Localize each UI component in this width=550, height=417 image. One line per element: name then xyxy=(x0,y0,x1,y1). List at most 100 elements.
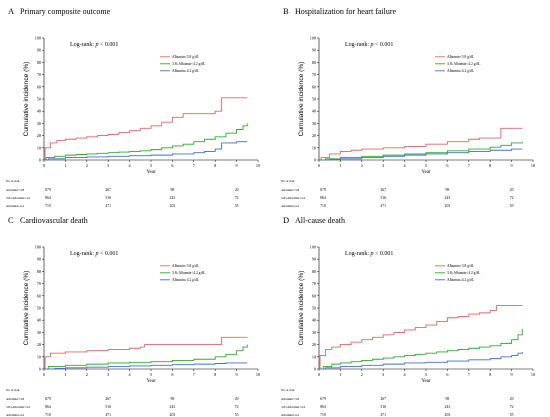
y-axis-label: Cumulative incidence (%) xyxy=(23,62,30,137)
risk-value: 98 xyxy=(171,188,175,192)
risk-value: 55 xyxy=(510,204,514,208)
legend-entry: Albumin<3.8 g/dL xyxy=(447,264,474,268)
risk-value: 267 xyxy=(380,188,386,192)
y-axis-label: Cumulative incidence (%) xyxy=(298,62,305,137)
panel-b: B Hospitalization for heart failure 0 10 20 3… xyxy=(275,0,550,208)
panel-label: D xyxy=(283,215,289,225)
risk-row-label: Albumin<3.8 xyxy=(281,397,300,401)
x-tick-label: 10 xyxy=(531,372,535,377)
panel-c: C Cardiovascular death 0 10 20 30 40 50 60 70 80 90… xyxy=(0,209,275,417)
risk-value: 72 xyxy=(510,405,514,409)
x-tick-label: 6 xyxy=(171,372,173,377)
y-tick-label: 10 xyxy=(312,354,316,359)
x-tick-label: 9 xyxy=(511,372,513,377)
y-tick-label: 100 xyxy=(35,36,41,41)
risk-value: 516 xyxy=(105,196,111,200)
y-tick-label: 30 xyxy=(37,330,41,335)
y-tick-label: 90 xyxy=(312,48,316,53)
x-tick-label: 6 xyxy=(446,372,448,377)
risk-value: 243 xyxy=(445,405,451,409)
risk-value: 72 xyxy=(235,196,239,200)
legend-entry: 3.8≤Albumin<4.2 g/dL xyxy=(172,271,205,275)
y-tick-label: 20 xyxy=(37,342,41,347)
y-tick-label: 40 xyxy=(37,318,41,323)
legend-entry: Albumin<3.8 g/dL xyxy=(447,55,474,59)
y-tick-label: 10 xyxy=(312,145,316,150)
risk-value: 471 xyxy=(105,204,111,208)
y-tick-label: 20 xyxy=(37,133,41,138)
risk-row-label: Albumin<3.8 xyxy=(281,188,300,192)
km-chart: C Cardiovascular death0102030405060708090… xyxy=(6,215,260,417)
risk-value: 267 xyxy=(105,397,111,401)
risk-value: 710 xyxy=(45,204,51,208)
panel-label: B xyxy=(283,6,289,16)
x-tick-label: 9 xyxy=(236,372,238,377)
risk-value: 203 xyxy=(445,204,451,208)
x-tick-label: 4 xyxy=(129,163,132,168)
y-tick-label: 80 xyxy=(37,269,41,274)
risk-row-label: Albumin<3.8 xyxy=(6,397,25,401)
y-axis-label: Cumulative incidence (%) xyxy=(23,271,30,346)
risk-value: 710 xyxy=(45,413,51,417)
y-tick-label: 50 xyxy=(37,97,41,102)
series-line xyxy=(44,336,248,370)
y-tick-label: 20 xyxy=(312,342,316,347)
chart-title: Primary composite outcome xyxy=(20,7,111,16)
x-tick-label: 0 xyxy=(43,372,45,377)
legend-entry: 3.8≤Albumin<4.2 g/dL xyxy=(447,271,480,275)
series-line xyxy=(319,351,523,370)
risk-value: 471 xyxy=(105,413,111,417)
y-tick-label: 30 xyxy=(312,330,316,335)
series-line xyxy=(319,148,523,161)
y-tick-label: 50 xyxy=(37,306,41,311)
risk-value: 471 xyxy=(380,413,386,417)
risk-value: 20 xyxy=(510,397,514,401)
y-tick-label: 100 xyxy=(310,36,316,41)
x-tick-label: 10 xyxy=(256,372,260,377)
logrank-annotation: Log-rank: p < 0.001 xyxy=(345,251,393,257)
risk-row-label: Albumin≥4.2 xyxy=(281,413,299,417)
x-tick-label: 8 xyxy=(489,372,491,377)
x-tick-label: 9 xyxy=(511,163,513,168)
x-axis-label: Year xyxy=(421,170,431,175)
risk-row-label: Albumin<3.8 xyxy=(6,188,25,192)
risk-value: 20 xyxy=(510,188,514,192)
risk-value: 55 xyxy=(235,413,239,417)
series-line xyxy=(44,97,248,161)
y-tick-label: 50 xyxy=(312,306,316,311)
risk-value: 72 xyxy=(235,405,239,409)
x-tick-label: 6 xyxy=(446,163,448,168)
y-tick-label: 70 xyxy=(312,72,316,77)
risk-value: 20 xyxy=(235,397,239,401)
x-tick-label: 5 xyxy=(150,163,152,168)
y-tick-label: 20 xyxy=(312,133,316,138)
risk-value: 516 xyxy=(380,405,386,409)
risk-row-label: 3.8≤Albumin<4.2 xyxy=(281,196,306,200)
x-tick-label: 10 xyxy=(256,163,260,168)
x-axis-label: Year xyxy=(146,379,156,384)
risk-value: 243 xyxy=(170,196,176,200)
risk-value: 864 xyxy=(45,405,51,409)
chart-title: Hospitalization for heart failure xyxy=(295,7,397,16)
legend-entry: 3.8≤Albumin<4.2 g/dL xyxy=(172,62,205,66)
x-tick-label: 4 xyxy=(404,163,407,168)
risk-value: 679 xyxy=(320,397,326,401)
y-tick-label: 90 xyxy=(37,48,41,53)
y-tick-label: 60 xyxy=(37,293,41,298)
y-tick-label: 30 xyxy=(37,121,41,126)
series-line xyxy=(319,328,523,370)
logrank-annotation: Log-rank: p < 0.001 xyxy=(70,42,118,48)
x-tick-label: 4 xyxy=(129,372,132,377)
y-tick-label: 0 xyxy=(39,158,41,163)
risk-value: 864 xyxy=(320,405,326,409)
y-tick-label: 80 xyxy=(312,269,316,274)
panel-a: A Primary composite outcome 0 10 20 30 40 50 60 7… xyxy=(0,0,275,208)
km-chart: A Primary composite outcome01020304050607… xyxy=(6,6,260,208)
x-tick-label: 7 xyxy=(468,163,470,168)
risk-value: 267 xyxy=(380,397,386,401)
risk-value: 243 xyxy=(170,405,176,409)
series-line xyxy=(319,305,523,370)
y-tick-label: 70 xyxy=(312,281,316,286)
x-tick-label: 1 xyxy=(64,372,66,377)
x-tick-label: 2 xyxy=(86,372,88,377)
